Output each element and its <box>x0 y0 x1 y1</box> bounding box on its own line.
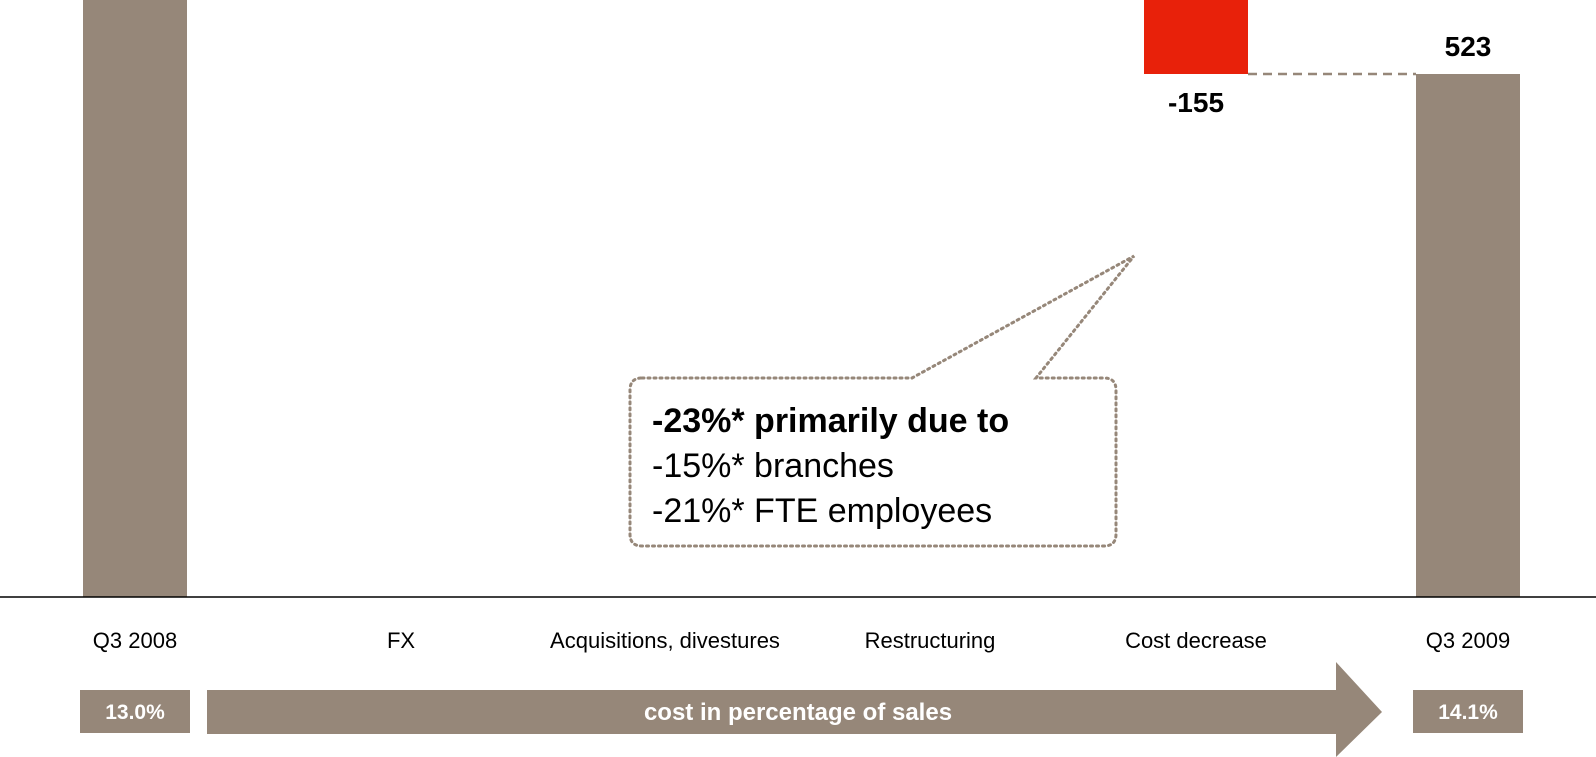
bar-q3-2009 <box>1416 74 1520 597</box>
bars <box>83 0 1520 597</box>
category-label: Acquisitions, divestures <box>550 628 780 653</box>
category-label: FX <box>387 628 415 653</box>
callout-line-3: -21%* FTE employees <box>652 492 992 530</box>
cost-ratio-arrow-label: cost in percentage of sales <box>644 699 952 726</box>
end-ratio-box <box>1413 690 1523 733</box>
cost-ratio-row: 13.0% cost in percentage of sales 14.1% <box>80 662 1523 757</box>
start-ratio-text: 13.0% <box>105 701 165 724</box>
callout-line-1: -23%* primarily due to <box>652 402 1009 440</box>
category-label: Q3 2008 <box>93 628 177 653</box>
category-label: Q3 2009 <box>1426 628 1510 653</box>
bar-cost-decrease <box>1144 0 1248 74</box>
value-label: -155 <box>1168 87 1224 118</box>
start-ratio-box <box>80 690 190 733</box>
callout: -23%* primarily due to -15%* branches -2… <box>628 254 1136 548</box>
category-labels: Q3 2008 FX Acquisitions, divestures Restruc… <box>93 628 1510 653</box>
connector-lines <box>1248 72 1416 76</box>
category-label: Restructuring <box>865 628 996 653</box>
value-label: 523 <box>1445 31 1492 62</box>
callout-bubble <box>628 254 1136 548</box>
cost-ratio-arrow <box>207 662 1382 757</box>
bar-q3-2008 <box>83 0 187 597</box>
end-ratio-text: 14.1% <box>1438 701 1498 724</box>
category-label: Cost decrease <box>1125 628 1267 653</box>
callout-line-2: -15%* branches <box>652 447 894 485</box>
